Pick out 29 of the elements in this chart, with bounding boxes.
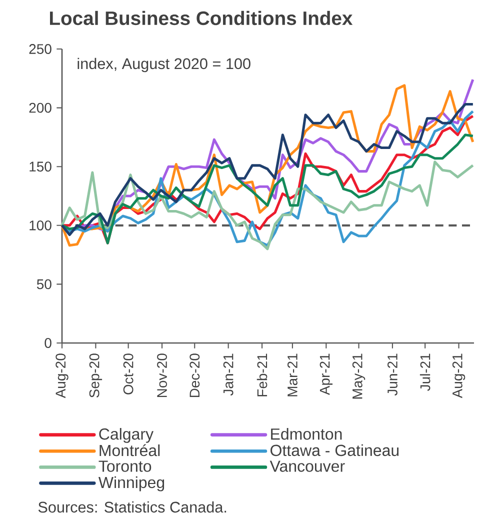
y-tick-label: 150: [30, 162, 52, 172]
legend-label: Ottawa - Gatineau: [270, 444, 399, 456]
x-tick-label: Oct-20: [123, 354, 134, 394]
y-tick-label: 50: [36, 279, 52, 290]
x-tick-label: Jun-21: [388, 354, 398, 396]
y-tick-label: 0: [44, 338, 52, 348]
chart-title: Local Business Conditions Index: [50, 10, 353, 26]
x-tick-label: Jan-21: [223, 354, 234, 396]
legend-label: Montréal: [100, 444, 160, 456]
legend-label: Vancouver: [270, 460, 345, 472]
legend-label: Edmonton: [271, 428, 342, 440]
y-tick-label: 250: [29, 44, 52, 54]
x-tick-label: Dec-20: [190, 354, 200, 398]
y-tick-label: 100: [30, 220, 52, 230]
source-note: Sources: Statistics Canada.: [38, 501, 226, 513]
y-tick-label: 200: [29, 102, 52, 113]
annotation: index, August 2020 = 100: [78, 58, 250, 72]
x-tick-label: Aug-20: [56, 354, 68, 398]
legend-label: Winnipeg: [98, 476, 164, 492]
x-tick-label: May-21: [352, 354, 366, 399]
x-tick-label: Apr-21: [320, 354, 332, 396]
x-tick-label: Jul-21: [420, 354, 430, 391]
x-tick-label: Feb-21: [256, 354, 268, 396]
x-tick-label: Aug-21: [452, 354, 466, 398]
legend-label: Toronto: [98, 460, 152, 472]
x-tick-label: Sep-20: [89, 354, 102, 398]
legend-label: Calgary: [99, 428, 154, 443]
x-tick-label: Mar-21: [288, 354, 298, 396]
x-tick-label: Nov-20: [157, 354, 167, 398]
